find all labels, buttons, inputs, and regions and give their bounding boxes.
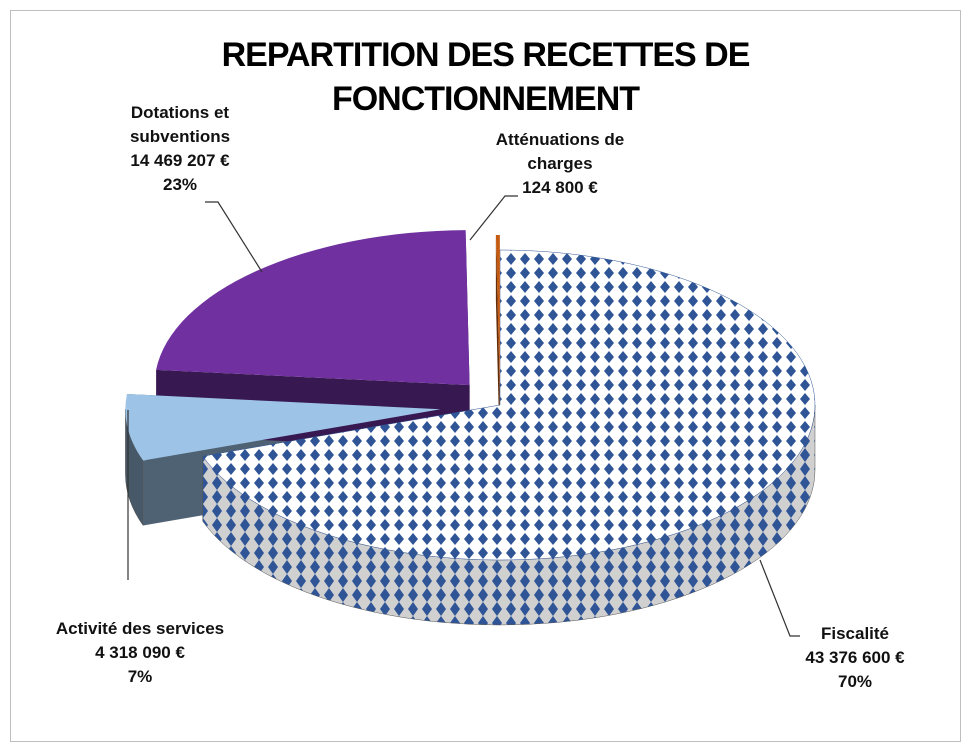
leader-line — [469, 195, 518, 241]
slice — [202, 249, 816, 561]
percent-label: 23% — [162, 175, 198, 194]
data-label: Activité des services 4 318 090 € 7% — [30, 617, 250, 689]
chart-title: FONCTIONNEMENT — [331, 80, 640, 118]
value-label: 14 469 207 € — [130, 151, 230, 170]
leader-line — [759, 559, 800, 637]
chart-frame — [10, 10, 961, 742]
percent-label: 70% — [837, 672, 873, 691]
slice — [125, 394, 441, 461]
data-label: Atténuations de charges 124 800 € — [485, 128, 635, 200]
category-label: Fiscalité — [820, 624, 890, 643]
slice — [495, 235, 500, 391]
slice — [156, 230, 470, 386]
chart-title: REPARTITION DES RECETTES DE — [221, 36, 751, 74]
pie — [125, 230, 816, 626]
category-label: Activité des services — [55, 619, 225, 638]
slice-side — [495, 235, 500, 456]
value-label: 43 376 600 € — [805, 648, 905, 667]
leader-line — [205, 201, 263, 273]
percent-label: 7% — [127, 667, 153, 686]
value-label: 124 800 € — [522, 178, 598, 197]
leader-lines — [127, 195, 800, 637]
category-label: Dotations et subventions — [129, 103, 231, 146]
value-label: 4 318 090 € — [95, 643, 185, 662]
data-label: Fiscalité 43 376 600 € 70% — [785, 622, 925, 694]
category-label: Atténuations de charges — [495, 130, 625, 173]
data-label: Dotations et subventions 14 469 207 € 23… — [100, 101, 260, 197]
